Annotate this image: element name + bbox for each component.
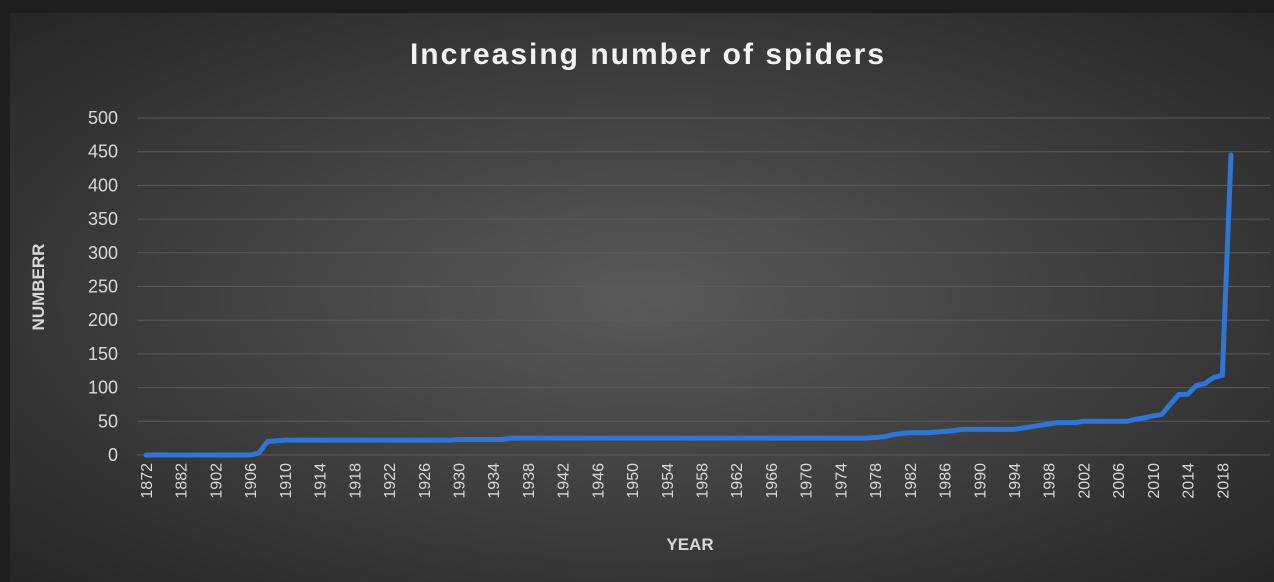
y-tick-label: 350 — [88, 209, 118, 229]
chart-title: Increasing number of spiders — [410, 38, 886, 71]
x-tick-label: 1954 — [660, 463, 677, 499]
x-tick-label: 1986 — [938, 463, 955, 499]
x-tick-label: 1998 — [1042, 463, 1059, 499]
x-tick-label: 1882 — [174, 463, 191, 499]
x-tick-label: 1974 — [833, 463, 850, 499]
x-tick-label: 1966 — [764, 463, 781, 499]
x-tick-label: 1910 — [278, 463, 295, 499]
chart-background — [10, 13, 1274, 582]
x-tick-label: 1938 — [521, 463, 538, 499]
y-tick-label: 400 — [88, 175, 118, 195]
y-tick-label: 150 — [88, 344, 118, 364]
x-tick-label: 1978 — [868, 463, 885, 499]
x-tick-label: 2018 — [1215, 463, 1232, 499]
y-tick-label: 200 — [88, 310, 118, 330]
x-tick-label: 2002 — [1076, 463, 1093, 499]
x-tick-label: 2014 — [1181, 463, 1198, 499]
x-tick-label: 1926 — [417, 463, 434, 499]
x-tick-label: 1914 — [313, 463, 330, 499]
x-tick-label: 1930 — [451, 463, 468, 499]
x-tick-label: 1958 — [695, 463, 712, 499]
x-tick-label: 2010 — [1146, 463, 1163, 499]
x-tick-label: 1970 — [799, 463, 816, 499]
x-tick-label: 1982 — [903, 463, 920, 499]
y-tick-label: 100 — [88, 378, 118, 398]
x-tick-label: 1922 — [382, 463, 399, 499]
x-tick-label: 1950 — [625, 463, 642, 499]
y-tick-label: 500 — [88, 108, 118, 128]
x-tick-label: 1942 — [556, 463, 573, 499]
y-tick-label: 50 — [98, 411, 118, 431]
x-tick-label: 2006 — [1111, 463, 1128, 499]
y-tick-label: 0 — [108, 445, 118, 465]
y-tick-label: 250 — [88, 277, 118, 297]
y-axis-title: NUMBERR — [29, 244, 48, 331]
y-tick-label: 450 — [88, 142, 118, 162]
x-tick-label: 1872 — [139, 463, 156, 499]
x-tick-label: 1946 — [590, 463, 607, 499]
x-tick-label: 1934 — [486, 463, 503, 499]
data-line — [143, 152, 1234, 458]
x-tick-label: 1990 — [972, 463, 989, 499]
x-axis-title: YEAR — [666, 535, 713, 554]
x-tick-label: 1994 — [1007, 463, 1024, 499]
x-tick-label: 1902 — [208, 463, 225, 499]
x-tick-label: 1906 — [243, 463, 260, 499]
x-tick-label: 1962 — [729, 463, 746, 499]
x-tick-label: 1918 — [347, 463, 364, 499]
y-tick-label: 300 — [88, 243, 118, 263]
